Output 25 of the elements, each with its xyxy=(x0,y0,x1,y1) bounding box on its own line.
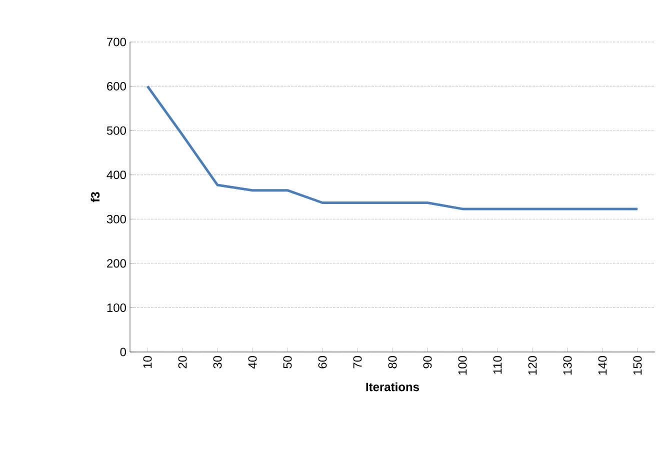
x-axis-title: Iterations xyxy=(366,382,420,392)
x-tick-label: 90 xyxy=(423,356,432,368)
x-tick-label: 80 xyxy=(388,356,397,368)
y-tick-label: 100 xyxy=(107,303,126,312)
y-tick-label: 600 xyxy=(107,82,126,91)
y-tick-label: 500 xyxy=(106,126,126,135)
x-tick-label: 30 xyxy=(213,356,222,368)
x-tick-label: 150 xyxy=(633,356,642,375)
x-tick-label: 60 xyxy=(318,356,327,368)
x-tick-label: 100 xyxy=(458,356,467,375)
x-tick-label: 110 xyxy=(493,356,502,374)
x-tick-label: 50 xyxy=(283,356,292,368)
x-tick-label: 140 xyxy=(598,356,607,375)
y-tick-label: 700 xyxy=(107,38,126,46)
y-axis-title: f3 xyxy=(90,192,100,202)
x-tick-label: 20 xyxy=(178,356,187,368)
x-tick-label: 120 xyxy=(528,356,537,375)
y-tick-label: 0 xyxy=(120,348,126,356)
x-tick-label: 10 xyxy=(143,356,152,368)
x-tick-label: 130 xyxy=(563,356,572,375)
x-tick-label: 70 xyxy=(353,356,362,368)
y-tick-label: 400 xyxy=(106,170,126,180)
x-tick-label: 40 xyxy=(248,356,257,369)
y-tick-label: 300 xyxy=(106,214,126,224)
y-tick-label: 200 xyxy=(107,259,126,268)
